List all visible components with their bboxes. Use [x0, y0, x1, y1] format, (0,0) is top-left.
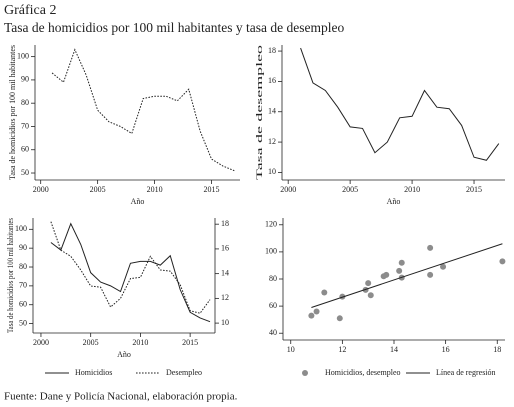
x-tick-label: 18 — [493, 345, 501, 354]
x-axis-label: Año — [387, 197, 401, 206]
y-axis-label: Tasa de desempleo — [255, 45, 264, 180]
y-tick-label: 50 — [21, 168, 29, 177]
x-tick-label: 2010 — [147, 185, 163, 194]
y2-tick-label: 12 — [221, 293, 229, 302]
figure-subtitle: Tasa de homicidios por 100 mil habitante… — [4, 20, 344, 35]
scatter-point — [336, 315, 343, 322]
y-tick-label: 80 — [21, 98, 29, 107]
x-tick-label: 2000 — [280, 185, 296, 194]
line-series — [51, 48, 235, 172]
x-tick-label: 2000 — [33, 338, 49, 347]
x-tick-label: 2005 — [83, 338, 99, 347]
x-tick-label: 2005 — [90, 185, 106, 194]
x-axis-label: Año — [117, 350, 131, 359]
line-series — [50, 222, 211, 323]
scatter-point — [383, 271, 390, 278]
y-tick-label: 60 — [21, 145, 29, 154]
y2-tick-label: 16 — [221, 244, 229, 253]
y-tick-label: 70 — [21, 121, 29, 130]
line-series — [50, 221, 211, 314]
y-tick-label: 90 — [19, 243, 27, 252]
scatter-point — [308, 312, 315, 319]
legend-symbol — [302, 370, 308, 376]
x-tick-label: 2000 — [33, 185, 49, 194]
x-tick-label: 2010 — [132, 338, 148, 347]
y-tick-label: 60 — [19, 300, 27, 309]
scatter-point — [367, 292, 374, 299]
legend-label: Homicidios — [75, 368, 112, 377]
y-tick-label: 120 — [265, 220, 277, 229]
scatter-point — [313, 308, 320, 315]
scatter-point — [365, 280, 372, 287]
y-tick-label: 12 — [268, 137, 276, 146]
source-note: Fuente: Dane y Policía Nacional, elabora… — [4, 391, 238, 403]
y-tick-label: 90 — [21, 75, 29, 84]
x-tick-label: 2015 — [466, 185, 482, 194]
y-tick-label: 100 — [17, 51, 29, 60]
legend-label: Desempleo — [166, 368, 202, 377]
x-axis-label: Año — [131, 197, 145, 206]
x-tick-label: 10 — [287, 345, 295, 354]
y-tick-label: 14 — [268, 107, 276, 116]
legend-label: Homicidios, desempleo — [325, 368, 401, 377]
x-tick-label: 2015 — [182, 338, 198, 347]
y-axis-label: Tasa de homicidios por 100 mil habitante… — [6, 218, 15, 333]
figure-title: Gráfica 2 — [4, 3, 56, 18]
y-tick-label: 16 — [268, 76, 276, 85]
scatter-point — [321, 289, 328, 296]
scatter-point — [440, 263, 447, 270]
y-tick-label: 70 — [19, 281, 27, 290]
legend-label: Línea de regresión — [436, 368, 496, 377]
x-tick-label: 2005 — [342, 185, 358, 194]
scatter-point — [427, 244, 434, 251]
scatter-point — [398, 259, 405, 266]
y2-tick-label: 10 — [221, 318, 229, 327]
x-tick-label: 12 — [338, 345, 346, 354]
scatter-point — [427, 271, 434, 278]
x-tick-label: 2015 — [204, 185, 220, 194]
y-tick-label: 80 — [269, 274, 277, 283]
y-tick-label: 60 — [269, 301, 277, 310]
scatter-point — [396, 267, 403, 274]
x-tick-label: 16 — [442, 345, 450, 354]
y-tick-label: 18 — [268, 46, 276, 55]
line-series — [300, 47, 500, 161]
y-tick-label: 50 — [19, 318, 27, 327]
y-tick-label: 80 — [19, 262, 27, 271]
y-tick-label: 40 — [269, 328, 277, 337]
y-tick-label: 100 — [15, 224, 27, 233]
x-tick-label: 14 — [390, 345, 398, 354]
y-tick-label: 10 — [268, 167, 276, 176]
y2-tick-label: 18 — [221, 219, 229, 228]
y-tick-label: 100 — [265, 247, 277, 256]
x-tick-label: 2010 — [404, 185, 420, 194]
scatter-point — [499, 258, 506, 265]
y-axis-label: Tasa de homicidios por 100 mil habitante… — [8, 45, 17, 180]
line-series — [311, 243, 503, 308]
y2-tick-label: 14 — [221, 268, 229, 277]
